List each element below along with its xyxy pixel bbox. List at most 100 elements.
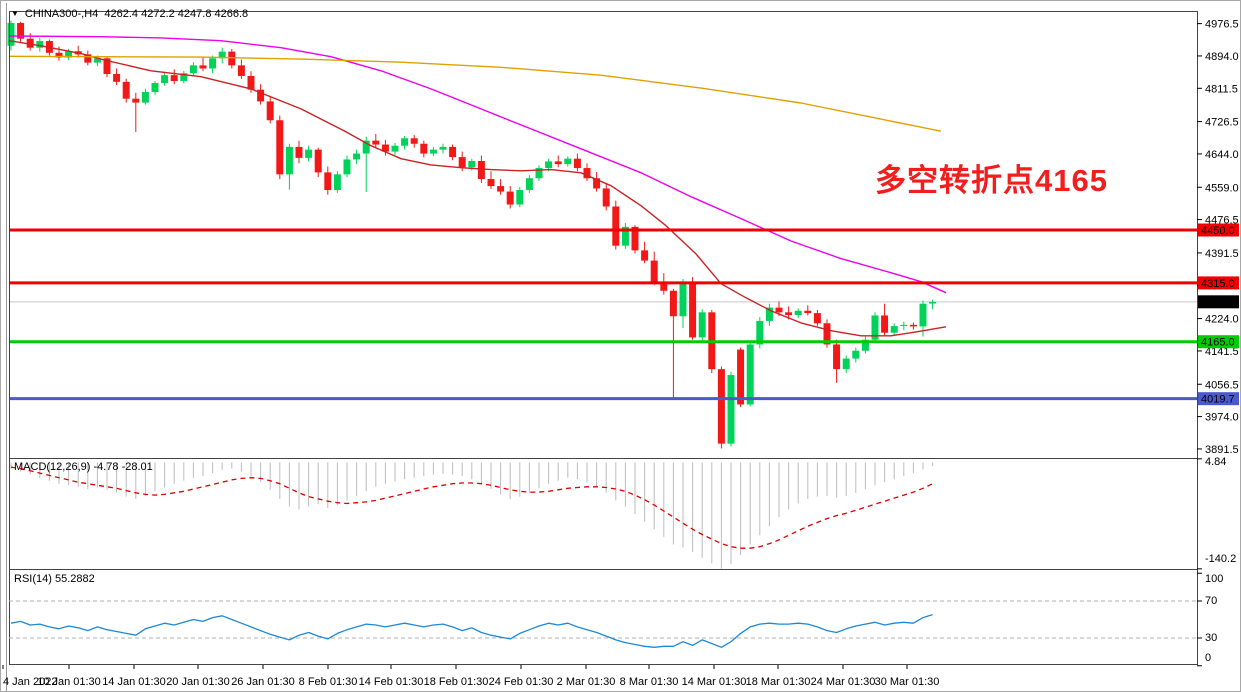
last-price-line-badge[interactable]: 4266.8 xyxy=(1198,295,1239,309)
ma-medium-magenta-line[interactable] xyxy=(8,35,947,294)
time-tick-label: 24 Mar 01:30 xyxy=(811,676,876,688)
candle-down xyxy=(631,226,639,251)
candle-up xyxy=(180,73,188,82)
ma-slow-orange-line[interactable] xyxy=(8,55,942,132)
support-line-4019-badge[interactable]: 4019.7 xyxy=(1198,392,1239,406)
candle-up xyxy=(545,161,553,169)
price-badge-label: 4450.0 xyxy=(1201,225,1235,237)
candle-down xyxy=(573,158,581,169)
candle-down xyxy=(506,191,514,205)
time-tick-label: 18 Mar 01:30 xyxy=(746,676,811,688)
symbol-ohlc-title: CHINA300-,H4 4262.4 4272.2 4247.8 4266.8 xyxy=(24,8,249,20)
candle-down xyxy=(477,161,485,180)
candle-down xyxy=(199,65,207,69)
resistance-line-4450-badge[interactable]: 4450.0 xyxy=(1198,223,1239,238)
main-price-panel xyxy=(7,20,1197,449)
time-tick-label: 14 Feb 01:30 xyxy=(359,676,424,688)
price-tick-label: 4726.5 xyxy=(1205,117,1239,129)
price-tick-label: 4224.0 xyxy=(1205,314,1239,326)
candle-down xyxy=(785,312,793,316)
candle-down xyxy=(881,315,889,333)
candle-down xyxy=(132,98,140,103)
candle-down xyxy=(602,188,610,207)
candle-up xyxy=(429,149,437,154)
candle-down xyxy=(257,89,265,102)
candle-up xyxy=(535,168,543,179)
candle-up xyxy=(919,303,927,327)
candle-down xyxy=(17,23,25,39)
candle-down xyxy=(612,206,620,246)
candle-down xyxy=(314,149,322,173)
candle-up xyxy=(765,307,773,321)
candle-up xyxy=(679,281,687,317)
candle-down xyxy=(55,52,63,58)
candle-up xyxy=(333,174,341,191)
price-tick-label: 4391.5 xyxy=(1205,248,1239,260)
price-badge-label: 4165.0 xyxy=(1201,337,1235,349)
candle-down xyxy=(650,260,658,282)
candle-down xyxy=(669,290,677,317)
candle-up xyxy=(890,326,898,333)
candle-up xyxy=(362,140,370,154)
candle-up xyxy=(391,145,399,152)
rsi-axis-label: 70 xyxy=(1205,595,1217,607)
collapse-triangle-icon[interactable]: ▼ xyxy=(11,9,19,18)
annotation-text[interactable]: 多空转折点4165 xyxy=(875,163,1108,198)
price-axis[interactable]: 4976.54894.04811.54726.54644.04559.04476… xyxy=(1197,19,1239,456)
candle-down xyxy=(583,168,591,179)
candle-down xyxy=(813,313,821,324)
time-tick-label: 10 Jan 01:30 xyxy=(37,676,101,688)
time-tick-label: 2 Mar 01:30 xyxy=(557,676,616,688)
candle-down xyxy=(823,323,831,345)
candle-up xyxy=(852,350,860,359)
macd-axis-label: -140.2 xyxy=(1205,553,1236,565)
time-tick-label: 26 Jan 01:30 xyxy=(231,676,295,688)
candle-down xyxy=(775,307,783,313)
candle-down xyxy=(717,369,725,444)
price-tick-label: 3891.5 xyxy=(1205,444,1239,456)
candle-down xyxy=(372,140,380,145)
time-tick-label: 14 Mar 01:30 xyxy=(682,676,747,688)
candle-down xyxy=(113,73,121,82)
candle-up xyxy=(439,146,447,150)
candle-down xyxy=(122,81,130,99)
resistance-line-4315-badge[interactable]: 4315.0 xyxy=(1198,276,1239,290)
candle-up xyxy=(343,159,351,175)
candle-down xyxy=(660,281,668,291)
candle-down xyxy=(84,54,92,63)
price-badge-label: 4019.7 xyxy=(1201,394,1235,406)
candle-up xyxy=(794,310,802,316)
candle-up xyxy=(746,344,754,405)
candle-down xyxy=(420,143,428,154)
time-tick-label: 18 Feb 01:30 xyxy=(424,676,489,688)
time-tick-label: 14 Jan 01:30 xyxy=(102,676,166,688)
candle-down xyxy=(737,349,745,405)
candle-down xyxy=(449,146,457,158)
candle-up xyxy=(842,358,850,370)
price-tick-label: 4141.5 xyxy=(1205,346,1239,358)
candle-down xyxy=(641,250,649,261)
price-tick-label: 4894.0 xyxy=(1205,51,1239,63)
candle-down xyxy=(381,144,389,152)
ma-fast-red-line[interactable] xyxy=(8,40,947,337)
candle-up xyxy=(756,320,764,345)
candle-up xyxy=(871,315,879,340)
candle-up xyxy=(141,92,149,103)
candle-up xyxy=(621,226,629,246)
time-tick-label: 24 Feb 01:30 xyxy=(489,676,554,688)
support-line-4165-badge[interactable]: 4165.0 xyxy=(1198,335,1239,349)
candle-down xyxy=(266,101,274,121)
candle-down xyxy=(833,344,841,370)
candle-up xyxy=(285,146,293,175)
candle-up xyxy=(900,324,908,327)
panel-frame xyxy=(6,3,1198,691)
candles-layer xyxy=(7,20,937,449)
macd-axis-label: 4.84 xyxy=(1205,456,1226,468)
candle-up xyxy=(65,51,73,58)
candle-up xyxy=(929,301,937,304)
chart-title: ▼ CHINA300-,H4 4262.4 4272.2 4247.8 4266… xyxy=(11,8,248,20)
candle-up xyxy=(468,161,476,168)
candle-up xyxy=(564,158,572,165)
